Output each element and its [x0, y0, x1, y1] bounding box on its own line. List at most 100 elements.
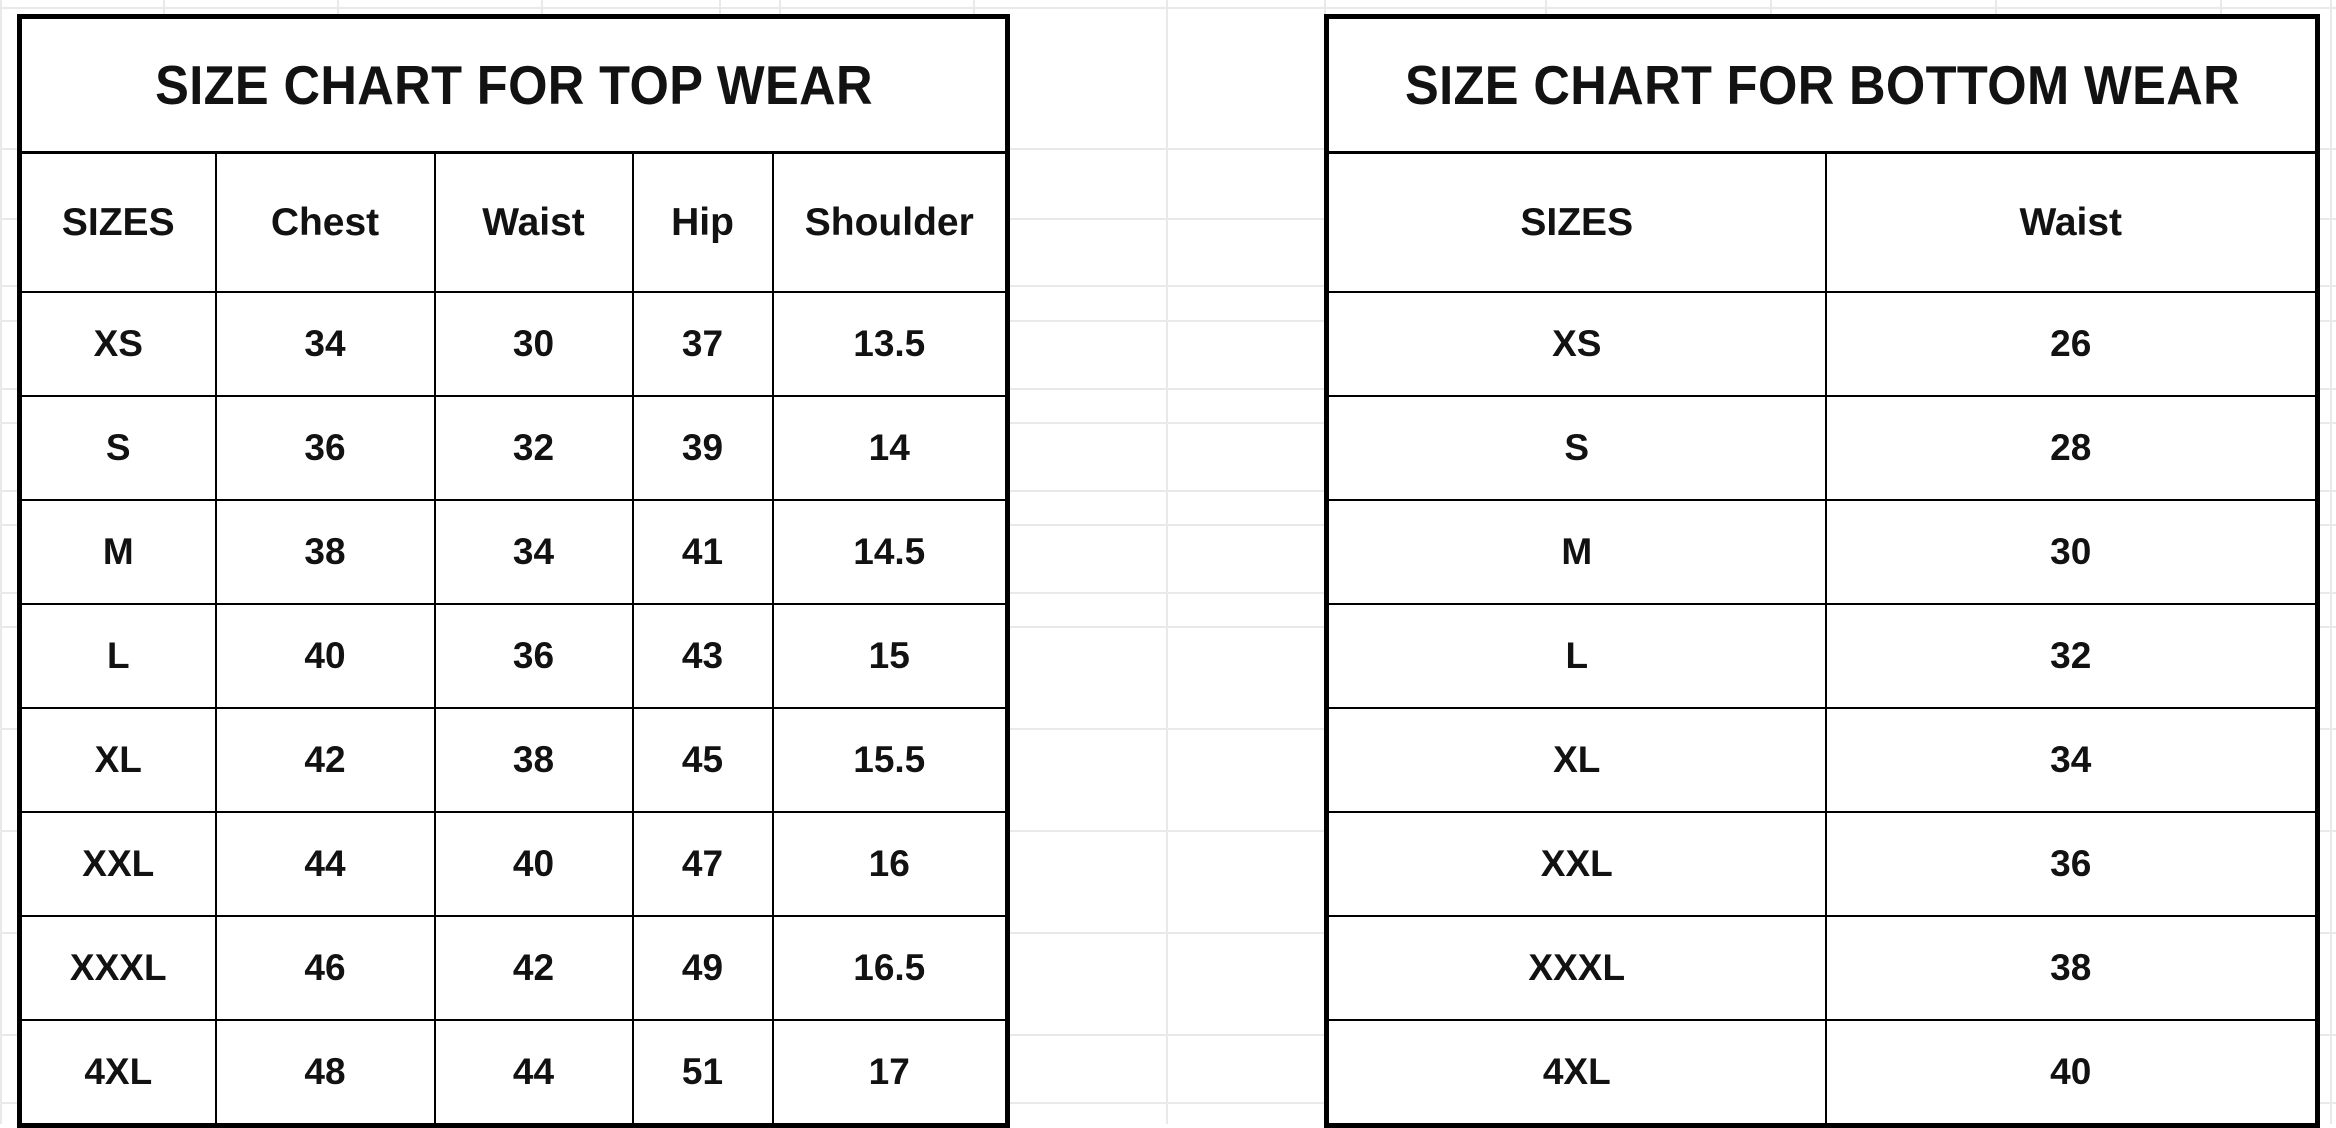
top_wear-measurement-value: 49 — [631, 915, 774, 1021]
bottom_wear-measurement-value: 38 — [1824, 915, 2319, 1021]
top_wear-measurement-value: 16.5 — [771, 915, 1009, 1021]
bottom_wear-measurement-value: 40 — [1824, 1019, 2319, 1127]
top_wear-measurement-value: 34 — [214, 291, 436, 397]
top_wear-measurement-value: 36 — [433, 603, 634, 709]
gridline-horizontal-3 — [0, 285, 2336, 287]
top_wear-measurement-value: 16 — [771, 811, 1009, 917]
top_wear-measurement-value: 47 — [631, 811, 774, 917]
top_wear-measurement-value: 46 — [214, 915, 436, 1021]
bottom_wear-measurement-value: 28 — [1824, 395, 2319, 501]
bottom_wear-size-label: XXL — [1325, 811, 1827, 917]
table-row: M 38 34 41 14.5 — [18, 499, 1009, 605]
top_wear-measurement-value: 40 — [214, 603, 436, 709]
bottom_wear-size-label: S — [1325, 395, 1827, 501]
bottom_wear-size-label: XS — [1325, 291, 1827, 397]
bottom-wear-title: SIZE CHART FOR BOTTOM WEAR — [1366, 16, 2278, 154]
top_wear-size-label: XXL — [18, 811, 217, 917]
top_wear-measurement-value: 17 — [771, 1019, 1009, 1127]
top_wear-size-label: XL — [18, 707, 217, 813]
table-row: S 28 — [1325, 395, 2319, 501]
top_wear-measurement-value: 13.5 — [771, 291, 1009, 397]
column-header-chest: Chest — [214, 151, 436, 293]
table-row: XS 34 30 37 13.5 — [18, 291, 1009, 397]
column-header-waist: Waist — [433, 151, 634, 293]
top_wear-size-label: XS — [18, 291, 217, 397]
top_wear-measurement-value: 40 — [433, 811, 634, 917]
top_wear-measurement-value: 51 — [631, 1019, 774, 1127]
gridline-horizontal-0 — [0, 7, 2336, 9]
table-row: L 40 36 43 15 — [18, 603, 1009, 709]
table-row: 4XL 48 44 51 17 — [18, 1019, 1009, 1127]
top_wear-size-label: L — [18, 603, 217, 709]
gridline-horizontal-7 — [0, 490, 2336, 492]
header-row: SIZES Waist — [1325, 151, 2319, 293]
gridline-horizontal-13 — [0, 932, 2336, 934]
table-row: XL 42 38 45 15.5 — [18, 707, 1009, 813]
top_wear-measurement-value: 30 — [433, 291, 634, 397]
top_wear-measurement-value: 42 — [433, 915, 634, 1021]
gridline-horizontal-15 — [0, 1102, 2336, 1104]
bottom_wear-measurement-value: 34 — [1824, 707, 2319, 813]
table-row: XXL 44 40 47 16 — [18, 811, 1009, 917]
table-row: S 36 32 39 14 — [18, 395, 1009, 501]
size-chart-bottom-wear: SIZE CHART FOR BOTTOM WEAR SIZES Waist X… — [1324, 14, 2321, 1128]
top_wear-measurement-value: 48 — [214, 1019, 436, 1127]
gridline-horizontal-14 — [0, 1034, 2336, 1036]
column-header-sizes: SIZES — [18, 151, 217, 293]
top_wear-measurement-value: 14 — [771, 395, 1009, 501]
top_wear-measurement-value: 15.5 — [771, 707, 1009, 813]
header-row: SIZES Chest Waist Hip Shoulder — [18, 151, 1009, 293]
bottom_wear-measurement-value: 36 — [1824, 811, 2319, 917]
column-header-hip: Hip — [631, 151, 774, 293]
bottom_wear-measurement-value: 30 — [1824, 499, 2319, 605]
top_wear-size-label: M — [18, 499, 217, 605]
gridline-horizontal-2 — [0, 218, 2336, 220]
gridline-horizontal-5 — [0, 388, 2336, 390]
top_wear-measurement-value: 42 — [214, 707, 436, 813]
table-row: XS 26 — [1325, 291, 2319, 397]
top_wear-size-label: S — [18, 395, 217, 501]
top_wear-measurement-value: 39 — [631, 395, 774, 501]
table-row: XL 34 — [1325, 707, 2319, 813]
table-row: XXL 36 — [1325, 811, 2319, 917]
bottom_wear-size-label: XL — [1325, 707, 1827, 813]
bottom-wear-rows: XS 26 S 28 M 30 L 32 XL 34 XXL 36 XXXL 38 4XL 40 — [1325, 291, 2319, 1127]
bottom_wear-size-label: M — [1325, 499, 1827, 605]
top_wear-measurement-value: 38 — [433, 707, 634, 813]
bottom_wear-size-label: XXXL — [1325, 915, 1827, 1021]
title-row: SIZE CHART FOR BOTTOM WEAR — [1327, 16, 2318, 154]
top_wear-measurement-value: 45 — [631, 707, 774, 813]
top_wear-measurement-value: 36 — [214, 395, 436, 501]
top_wear-measurement-value: 15 — [771, 603, 1009, 709]
gridline-horizontal-12 — [0, 830, 2336, 832]
bottom_wear-measurement-value: 32 — [1824, 603, 2319, 709]
gridline-horizontal-1 — [0, 148, 2336, 150]
top_wear-measurement-value: 41 — [631, 499, 774, 605]
bottom_wear-size-label: 4XL — [1325, 1019, 1827, 1127]
top_wear-size-label: XXXL — [18, 915, 217, 1021]
table-row: M 30 — [1325, 499, 2319, 605]
size-chart-top-wear: SIZE CHART FOR TOP WEAR SIZES Chest Wais… — [17, 14, 1011, 1128]
title-row: SIZE CHART FOR TOP WEAR — [20, 16, 1008, 154]
gridline-horizontal-6 — [0, 422, 2336, 424]
gridline-horizontal-10 — [0, 626, 2336, 628]
gridline-horizontal-11 — [0, 728, 2336, 730]
top-wear-rows: XS 34 30 37 13.5 S 36 32 39 14 M 38 34 41 14.5 L 40 36 43 1… — [18, 291, 1009, 1127]
column-header-shoulder: Shoulder — [771, 151, 1009, 293]
gridline-vertical-13 — [2330, 0, 2332, 1124]
top_wear-measurement-value: 14.5 — [771, 499, 1009, 605]
gridline-horizontal-8 — [0, 524, 2336, 526]
table-row: XXXL 46 42 49 16.5 — [18, 915, 1009, 1021]
top_wear-size-label: 4XL — [18, 1019, 217, 1127]
top_wear-measurement-value: 44 — [214, 811, 436, 917]
column-header-sizes: SIZES — [1325, 151, 1827, 293]
column-header-waist: Waist — [1824, 151, 2319, 293]
top_wear-measurement-value: 43 — [631, 603, 774, 709]
top_wear-measurement-value: 38 — [214, 499, 436, 605]
top_wear-measurement-value: 34 — [433, 499, 634, 605]
gridline-vertical-7 — [1166, 0, 1168, 1124]
bottom_wear-measurement-value: 26 — [1824, 291, 2319, 397]
top_wear-measurement-value: 32 — [433, 395, 634, 501]
gridline-vertical-0 — [0, 0, 2, 1124]
